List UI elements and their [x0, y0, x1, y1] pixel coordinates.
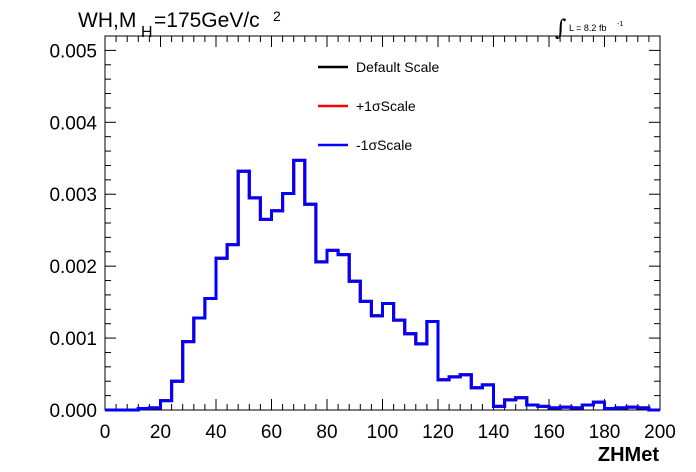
legend: Default Scale +1σScale -1σScale [318, 59, 439, 153]
y-tick-label: 0.003 [49, 185, 97, 206]
y-axis: 0.000 0.001 0.002 0.003 0.004 0.005 [49, 41, 660, 422]
series-line-plus-1sigma-scale [105, 158, 660, 412]
x-tick-label: 20 [150, 422, 171, 443]
luminosity-integral-symbol: ∫ [555, 16, 567, 41]
y-tick-label: 0.002 [49, 257, 97, 278]
series-line-default-scale [105, 158, 660, 412]
chart-title-subscript: H [141, 24, 153, 41]
x-axis: 0 20 40 60 80 100 120 140 160 180 200 [100, 36, 676, 443]
series-layer [105, 158, 660, 412]
luminosity-label: L = 8.2 fb [569, 23, 606, 33]
x-tick-label: 100 [367, 422, 399, 443]
series-line-minus-1sigma-scale [105, 158, 660, 412]
x-tick-label: 60 [261, 422, 282, 443]
y-tick-label: 0.005 [49, 41, 97, 62]
chart-title-superscript: 2 [273, 8, 281, 24]
x-tick-label: 160 [533, 422, 565, 443]
x-tick-label: 120 [422, 422, 454, 443]
legend-label-minus-1sigma-scale: -1σScale [356, 137, 412, 153]
y-tick-label: 0.000 [49, 401, 97, 422]
luminosity-superscript: -1 [617, 21, 623, 28]
chart-title-prefix: WH,M [78, 9, 136, 32]
x-tick-label: 180 [589, 422, 621, 443]
y-tick-label: 0.001 [49, 329, 97, 350]
y-tick-label: 0.004 [49, 113, 97, 134]
x-tick-label: 40 [205, 422, 226, 443]
legend-label-default-scale: Default Scale [356, 59, 439, 75]
x-tick-label: 140 [478, 422, 510, 443]
x-tick-label: 200 [644, 422, 676, 443]
chart-title-main: =175GeV/c [154, 9, 260, 32]
legend-label-plus-1sigma-scale: +1σScale [356, 98, 416, 114]
x-axis-label: ZHMet [598, 444, 659, 466]
x-tick-label: 0 [100, 422, 111, 443]
plot-frame [104, 35, 661, 411]
x-tick-label: 80 [316, 422, 337, 443]
